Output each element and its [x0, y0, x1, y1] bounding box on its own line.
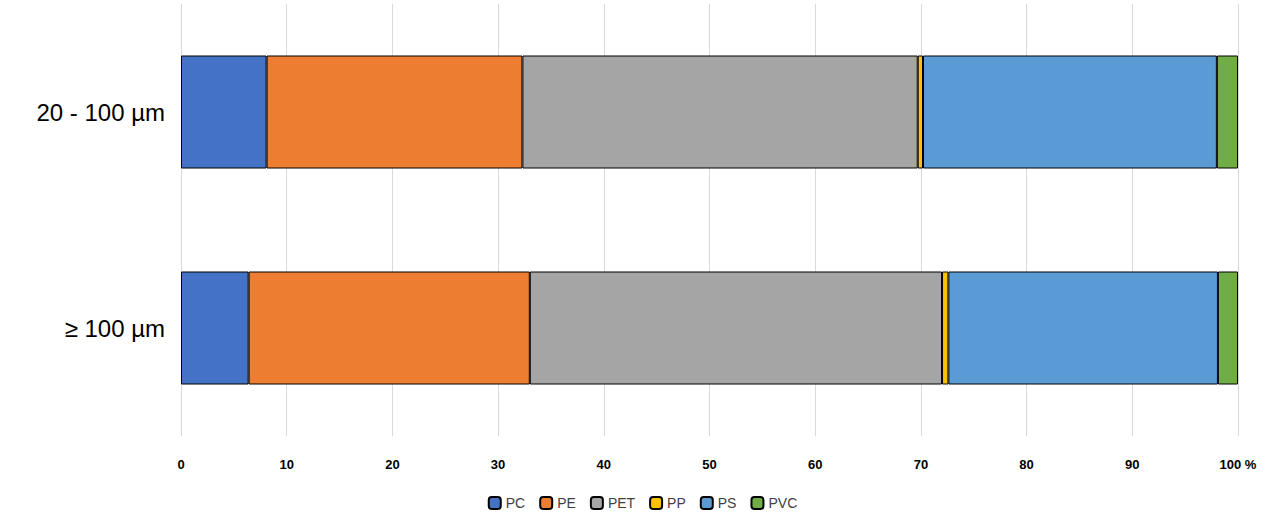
svg-text:PP: PP — [667, 495, 686, 511]
svg-text:70: 70 — [914, 457, 928, 472]
svg-text:100 %: 100 % — [1220, 457, 1257, 472]
svg-text:PVC: PVC — [768, 495, 797, 511]
svg-text:PE: PE — [557, 495, 576, 511]
svg-text:60: 60 — [808, 457, 822, 472]
svg-text:80: 80 — [1019, 457, 1033, 472]
svg-text:50: 50 — [702, 457, 716, 472]
svg-text:PET: PET — [608, 495, 636, 511]
svg-text:20 - 100 µm: 20 - 100 µm — [36, 99, 165, 126]
svg-text:PS: PS — [718, 495, 737, 511]
svg-text:30: 30 — [491, 457, 505, 472]
svg-text:PC: PC — [506, 495, 525, 511]
svg-text:40: 40 — [597, 457, 611, 472]
svg-text:0: 0 — [177, 457, 184, 472]
svg-text:20: 20 — [385, 457, 399, 472]
svg-text:90: 90 — [1125, 457, 1139, 472]
svg-text:10: 10 — [279, 457, 293, 472]
svg-text:≥ 100 µm: ≥ 100 µm — [65, 315, 165, 342]
